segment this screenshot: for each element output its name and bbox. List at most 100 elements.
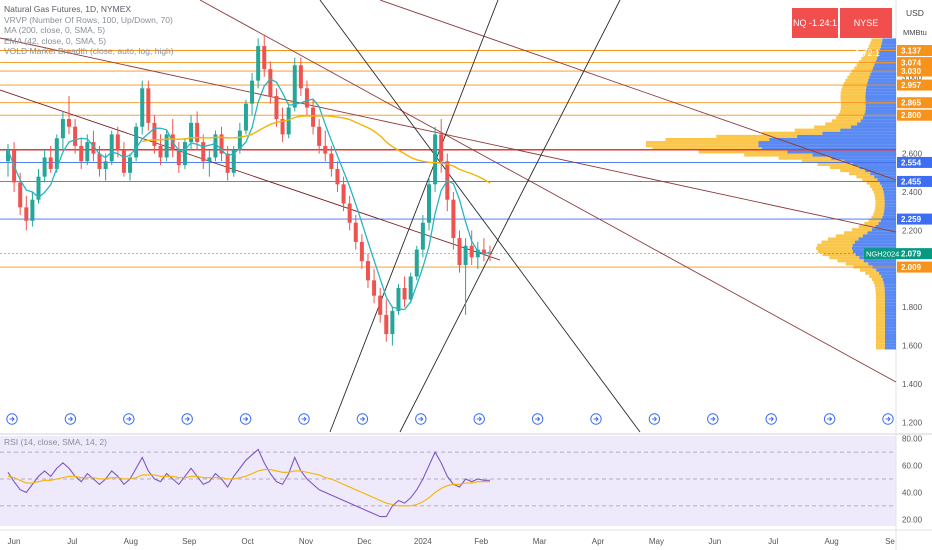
- volume-profile-sell-row: [868, 218, 881, 222]
- event-marker-icon: [239, 413, 252, 425]
- volume-profile-sell-row: [794, 128, 841, 132]
- legend-ema[interactable]: EMA (42, close, 0, SMA, 5): [4, 35, 107, 46]
- candle-body: [353, 222, 358, 242]
- volume-profile-sell-row: [875, 293, 885, 297]
- price-level-tag-label: 2.554: [901, 158, 922, 167]
- volume-profile-buy-row: [865, 169, 896, 173]
- volume-profile-sell-row: [827, 237, 859, 241]
- time-tick-label: May: [649, 537, 664, 546]
- volume-profile-buy-row: [867, 81, 896, 86]
- price-level-tag: [897, 44, 932, 56]
- candle-body: [408, 276, 413, 300]
- volume-profile-sell-row: [864, 221, 879, 226]
- nyse-ratio-badge: NYSE -1.72:1: [840, 8, 892, 58]
- candle-body: [121, 149, 126, 173]
- candle-body: [219, 134, 224, 154]
- time-tick-label: Se: [885, 537, 895, 546]
- volume-profile-buy-row: [875, 60, 896, 64]
- volume-profile-sell-row: [876, 340, 885, 344]
- candle-body: [36, 176, 41, 200]
- volume-profile-sell-row: [875, 299, 885, 303]
- volume-profile-sell-row: [876, 336, 885, 341]
- time-tick-label: Sep: [182, 537, 197, 546]
- volume-profile-buy-row: [884, 296, 896, 300]
- volume-profile-buy-row: [885, 324, 896, 328]
- rsi-legend[interactable]: RSI (14, close, SMA, 14, 2): [4, 437, 107, 447]
- event-marker-icon: [181, 413, 193, 425]
- candle-body: [469, 245, 474, 258]
- event-marker-icon: [707, 413, 719, 425]
- candle-body: [335, 168, 340, 185]
- volume-profile-buy-row: [884, 284, 896, 288]
- volume-profile-sell-row: [851, 228, 872, 232]
- volume-profile-sell-row: [876, 330, 885, 334]
- price-level-tag-label: 2.455: [901, 177, 922, 186]
- volume-profile-sell-row: [646, 144, 759, 148]
- price-level-tag: [897, 97, 932, 109]
- candle-body: [292, 65, 297, 108]
- candle-body: [85, 142, 90, 162]
- volume-profile-sell-row: [861, 57, 877, 61]
- volume-profile-buy-row: [878, 221, 896, 226]
- candle-body: [243, 103, 248, 131]
- volume-profile-buy-row: [873, 66, 896, 70]
- volume-profile-buy-row: [884, 315, 896, 319]
- candle-body: [329, 153, 334, 169]
- time-tick-label: Feb: [474, 537, 488, 546]
- legend-vold[interactable]: VOLD Market Breadth (close, auto, log, h…: [4, 46, 174, 56]
- candle-body: [182, 142, 187, 166]
- trend-line: [0, 37, 897, 233]
- volume-profile-buy-row: [884, 193, 896, 198]
- volume-profile-buy-row: [863, 259, 896, 263]
- candle-body: [414, 249, 419, 277]
- volume-profile-sell-row: [817, 162, 853, 166]
- time-tick-label: Jul: [67, 537, 77, 546]
- volume-profile-sell-row: [856, 63, 875, 67]
- volume-profile-buy-row: [879, 271, 896, 275]
- candle-body: [30, 199, 35, 221]
- rsi-tick-label: 60.00: [902, 462, 923, 471]
- volume-profile-buy-row: [854, 240, 896, 244]
- legend-vrvp[interactable]: VRVP (Number Of Rows, 100, Up/Down, 70): [4, 14, 173, 25]
- candle-body: [347, 203, 352, 223]
- trend-line: [399, 0, 621, 433]
- volume-profile-buy-row: [844, 159, 896, 163]
- volume-profile-sell-row: [876, 321, 885, 325]
- candle-body: [274, 96, 279, 120]
- volume-profile-sell-row: [865, 271, 880, 275]
- candle-body: [286, 107, 291, 135]
- candle-body: [24, 207, 29, 221]
- price-tick-label: 2.400: [902, 188, 923, 197]
- volume-profile-sell-row: [698, 150, 788, 154]
- candle-body: [140, 88, 145, 127]
- price-level-tag: [897, 79, 932, 91]
- volume-profile-sell-row: [872, 187, 883, 191]
- volume-profile-buy-row: [884, 209, 896, 213]
- legend-ma[interactable]: MA (200, close, 0, SMA, 5): [4, 25, 106, 35]
- candle-body: [48, 157, 53, 169]
- candle-body: [6, 149, 10, 162]
- volume-profile-buy-row: [850, 125, 896, 129]
- volume-profile-sell-row: [762, 131, 823, 135]
- volume-profile-sell-row: [875, 318, 885, 322]
- volume-profile-sell-row: [859, 60, 876, 64]
- volume-profile-sell-row: [875, 315, 885, 319]
- candle-body: [18, 182, 23, 208]
- currency-label[interactable]: USD: [906, 8, 924, 18]
- event-marker-icon: [765, 413, 777, 425]
- rsi-panel-bg: [0, 436, 896, 526]
- volume-profile-buy-row: [867, 231, 896, 235]
- rsi-line: [7, 448, 490, 518]
- candle-body: [451, 199, 456, 239]
- volume-profile-buy-row: [878, 53, 896, 58]
- candle-body: [115, 134, 120, 150]
- candle-body: [390, 311, 395, 335]
- volume-profile-sell-row: [868, 44, 882, 48]
- volume-profile-sell-row: [821, 240, 855, 244]
- price-level-tag-label: 3.030: [901, 67, 922, 76]
- volume-profile-buy-row: [885, 340, 896, 344]
- volume-profile-sell-row: [814, 125, 851, 129]
- candle-body: [365, 261, 370, 281]
- volume-profile-sell-row: [646, 141, 759, 145]
